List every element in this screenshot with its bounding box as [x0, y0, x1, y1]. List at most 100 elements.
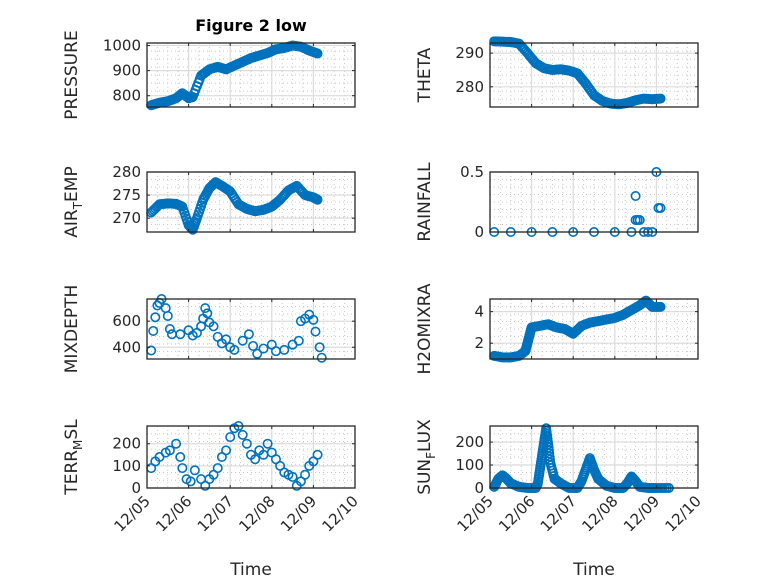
data-point [311, 194, 322, 205]
y-axis-label: SUNFLUX [415, 419, 438, 495]
x-tick-label: 12/06 [152, 492, 195, 535]
y-tick-label: 0 [474, 223, 484, 241]
x-tick-label: 12/10 [662, 492, 705, 535]
data-point [221, 334, 232, 345]
y-tick-label: 200 [112, 435, 141, 453]
x-tick-label: 12/05 [111, 492, 154, 535]
data-point [518, 43, 529, 54]
y-label-rest: SL [62, 419, 82, 440]
y-axis-label: TERRMSL [62, 419, 85, 496]
data-point [225, 432, 236, 443]
y-label-subscript: M [71, 440, 85, 450]
data-point [241, 438, 252, 449]
data-point [148, 325, 159, 336]
axes-box [489, 42, 699, 108]
data-point [634, 215, 645, 226]
y-tick-label: 600 [112, 312, 141, 330]
data-point [164, 323, 175, 334]
data-point [316, 352, 327, 363]
y-tick-label: 200 [455, 433, 484, 451]
data-point [300, 469, 311, 480]
data-point [221, 445, 232, 456]
y-tick-label: 280 [112, 163, 141, 181]
data-point [175, 329, 186, 340]
data-point [237, 429, 248, 440]
x-axis-label: Time [572, 560, 615, 580]
data-point [185, 476, 196, 487]
data-point [293, 335, 304, 346]
x-tick-label: 12/07 [194, 492, 237, 535]
data-point [252, 348, 263, 359]
data-point [208, 321, 219, 332]
x-tick-label: 12/10 [319, 492, 362, 535]
data-point [654, 93, 665, 104]
y-label-main: PRESSURE [62, 30, 82, 119]
y-label-main: SUN [415, 459, 435, 495]
y-label-rest: LUX [415, 419, 435, 452]
y-axis-label: H2OMIXRA [415, 283, 435, 374]
y-label-main: RAINFALL [415, 162, 435, 242]
data-point [164, 445, 175, 456]
data-point [248, 340, 259, 351]
data-point [243, 329, 254, 340]
y-axis-label: RAINFALL [415, 162, 435, 242]
panel-air-temp: 270 275 280 AIRTEMP [62, 163, 356, 238]
y-tick-label: 800 [112, 87, 141, 105]
panel-theta: 280 290 THETA [415, 36, 699, 110]
data-point [312, 449, 323, 460]
axes-box [489, 171, 699, 233]
y-tick-label: 100 [112, 457, 141, 475]
y-label-main: AIR [62, 209, 82, 238]
data-point [270, 198, 281, 209]
data-point [162, 310, 173, 321]
panel-rainfall: 0 0.5 RAINFALL [415, 162, 699, 242]
data-point [534, 466, 545, 477]
data-point [630, 191, 641, 202]
data-point [171, 438, 182, 449]
data-point [279, 190, 290, 201]
panel-pressure: 800 900 1000 PRESSURE Figure 2 low [62, 16, 356, 120]
y-tick-label: 290 [455, 44, 484, 62]
y-tick-label: 0 [131, 479, 141, 497]
y-label-main: TERR [62, 450, 82, 496]
x-tick-label: 12/08 [235, 492, 278, 535]
y-tick-label: 0.5 [460, 163, 484, 181]
y-tick-label: 275 [112, 186, 141, 204]
data-point [250, 454, 261, 465]
y-label-main: H2OMIXRA [415, 283, 435, 374]
y-label-subscript: T [71, 201, 85, 210]
data-point [654, 301, 665, 312]
data-point [311, 48, 322, 59]
y-tick-label: 280 [455, 78, 484, 96]
x-axis-label: Time [229, 560, 272, 580]
data-point [177, 463, 188, 474]
x-tick-label: 12/07 [537, 492, 580, 535]
data-point [310, 326, 321, 337]
y-tick-label: 1000 [103, 37, 141, 55]
axes-box [146, 171, 356, 233]
axes-box [146, 425, 356, 489]
y-tick-label: 2 [474, 334, 484, 352]
data-point [262, 438, 273, 449]
axes-box [489, 298, 699, 360]
panel-terr-msl: 0 100 200 TERRMSL 12/0512/0612/0712/0812/091… [62, 419, 362, 580]
data-point [175, 451, 186, 462]
y-axis-label: AIRTEMP [62, 166, 85, 237]
data-point [295, 185, 306, 196]
axes-box [146, 298, 356, 360]
x-tick-label: 12/06 [495, 492, 538, 535]
data-point [279, 344, 290, 355]
x-tick-label: 12/09 [620, 492, 663, 535]
y-axis-label: THETA [415, 47, 435, 103]
data-point [287, 471, 298, 482]
y-tick-label: 270 [112, 209, 141, 227]
y-axis-label: MIXDEPTH [62, 285, 82, 374]
panel-mixdepth: 400 600 MIXDEPTH [62, 285, 356, 374]
x-tick-label: 12/08 [578, 492, 621, 535]
data-point [229, 344, 240, 355]
chart-title: Figure 2 low [195, 16, 307, 35]
panel-sun-flux: 0 100 200 SUNFLUX 12/0512/0612/0712/0812/091… [415, 419, 705, 580]
y-label-main: MIXDEPTH [62, 285, 82, 374]
data-point [189, 465, 200, 476]
y-axis-label: PRESSURE [62, 30, 82, 119]
